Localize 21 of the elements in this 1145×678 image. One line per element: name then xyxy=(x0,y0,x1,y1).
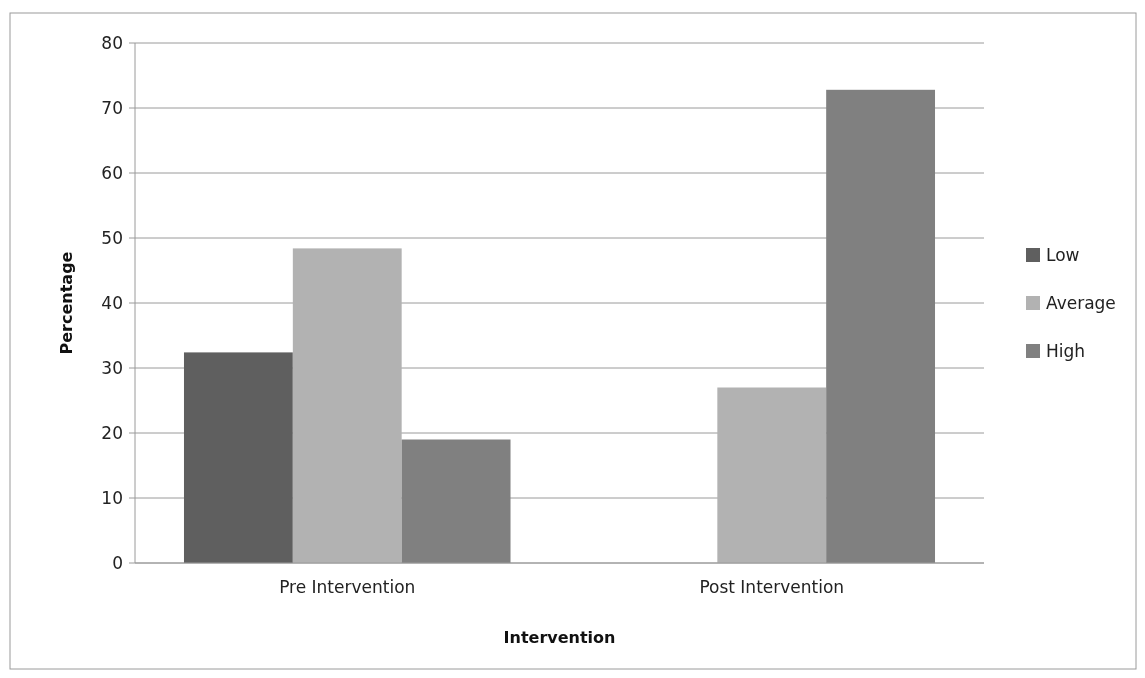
bar xyxy=(183,352,293,563)
x-tick-label: Post Intervention xyxy=(699,577,845,597)
legend-label: Low xyxy=(1046,244,1080,265)
bar xyxy=(292,248,402,563)
y-tick-label: 30 xyxy=(101,357,123,378)
y-tick-label: 50 xyxy=(101,227,123,248)
y-tick-label: 0 xyxy=(112,552,123,573)
y-tick-label: 80 xyxy=(101,32,123,53)
legend-label: Average xyxy=(1046,292,1116,313)
y-tick-label: 70 xyxy=(101,97,123,118)
y-tick-label: 20 xyxy=(101,422,123,443)
y-tick-label: 10 xyxy=(101,487,123,508)
legend-label: High xyxy=(1046,340,1086,361)
y-axis-title: Percentage xyxy=(57,251,76,355)
bar xyxy=(717,387,827,563)
bar xyxy=(401,439,511,563)
bar xyxy=(826,89,936,563)
x-axis-title: Intervention xyxy=(503,628,616,647)
x-tick-label: Pre Intervention xyxy=(279,577,416,597)
y-tick-label: 60 xyxy=(101,162,123,183)
y-tick-label: 40 xyxy=(101,292,123,313)
